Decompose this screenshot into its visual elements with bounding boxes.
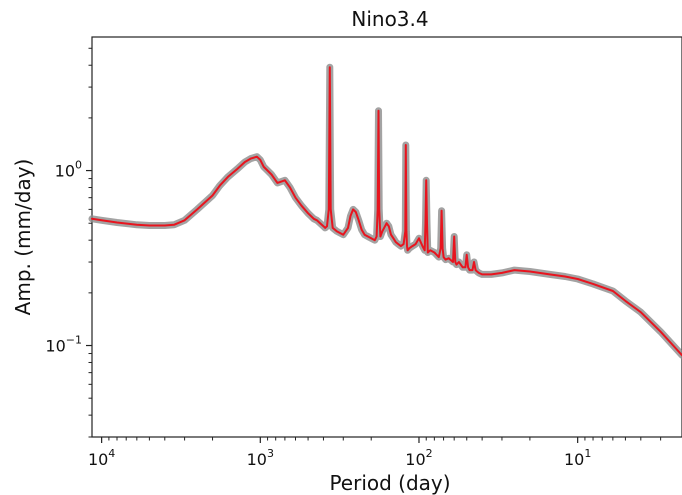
- y-tick-label: 10−1: [45, 334, 82, 356]
- uncertainty-band-layer: [88, 63, 682, 359]
- y-axis-ticks: 100 10−1: [45, 47, 92, 438]
- x-tick-label: 104: [88, 447, 115, 469]
- x-tick-label: 102: [405, 447, 432, 469]
- x-tick-label: 101: [564, 447, 591, 469]
- plot-frame: [91, 36, 682, 438]
- chart-title: Nino3.4: [351, 7, 428, 31]
- series-line: [91, 66, 682, 357]
- x-tick-label: 103: [247, 447, 274, 469]
- x-axis-ticks: 104 103 102 101: [88, 437, 662, 469]
- x-axis-label: Period (day): [329, 471, 450, 495]
- series-line-layer: [91, 66, 682, 357]
- y-tick-label: 100: [55, 159, 82, 181]
- y-axis-label: Amp. (mm/day): [11, 159, 35, 316]
- uncertainty-band: [88, 63, 682, 359]
